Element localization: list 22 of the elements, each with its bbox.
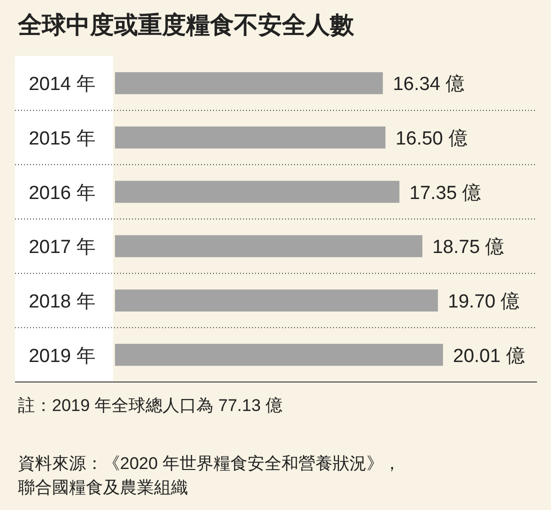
source-note: 資料來源：《2020 年世界糧食安全和營養狀況》，: [18, 454, 401, 473]
data-label: 16.34 億: [392, 74, 465, 96]
bar: [115, 290, 438, 312]
bar: [115, 126, 386, 148]
bar: [115, 344, 443, 366]
y-tick-label: 2019 年: [28, 346, 96, 367]
y-tick-label: 2014 年: [28, 74, 96, 96]
data-label: 17.35 億: [409, 182, 482, 204]
y-tick-label: 2016 年: [28, 182, 96, 204]
bar: [115, 180, 400, 203]
data-label: 16.50 億: [395, 128, 468, 150]
y-tick-label: 2015 年: [28, 128, 96, 150]
y-tick-label: 2017 年: [28, 237, 96, 258]
data-label: 20.01 億: [453, 346, 525, 367]
text: 聯合國糧食及農業組織: [18, 478, 188, 497]
data-label: 18.75 億: [432, 237, 504, 258]
text: 註：2019 年全球總人口為 77.13 億: [18, 396, 283, 415]
data-label: 19.70 億: [448, 292, 520, 312]
chart-title: 全球中度或重度糧食不安全人數: [17, 12, 355, 39]
bar: [115, 235, 422, 258]
y-tick-label: 2018 年: [28, 292, 96, 312]
bar: [115, 72, 383, 94]
